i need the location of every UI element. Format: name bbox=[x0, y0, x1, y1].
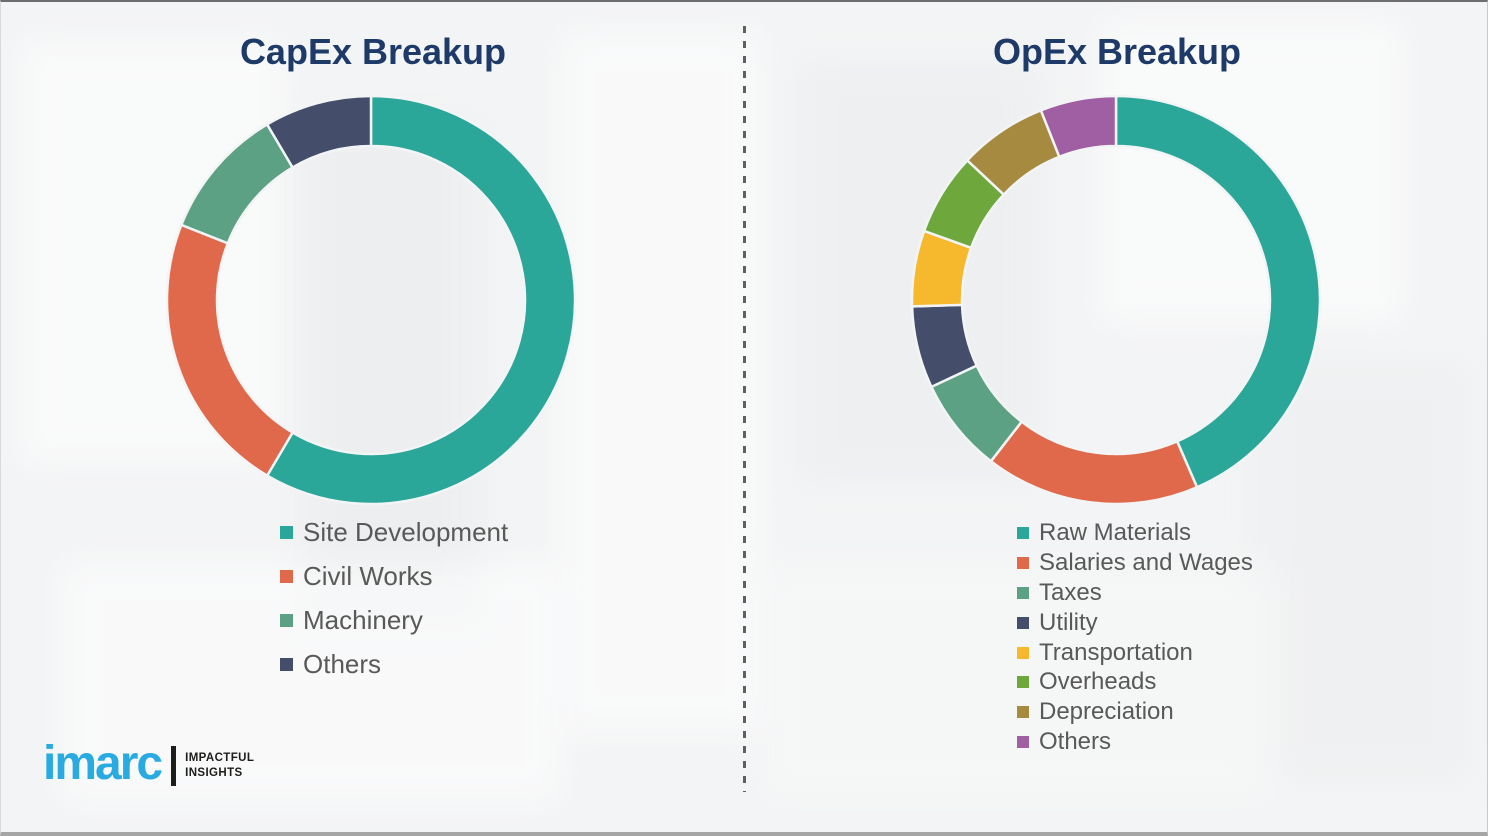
legend-swatch-icon bbox=[1017, 646, 1029, 659]
legend-swatch-icon bbox=[1017, 586, 1029, 599]
capex-legend: Site Development Civil Works Machinery Othe… bbox=[280, 510, 508, 686]
legend-swatch-icon bbox=[280, 657, 293, 671]
legend-item: Transportation bbox=[1017, 638, 1253, 668]
legend-item: Taxes bbox=[1017, 578, 1253, 608]
imarc-logo-tagline: IMPACTFUL INSIGHTS bbox=[185, 751, 254, 781]
legend-item: Depreciation bbox=[1017, 697, 1253, 727]
legend-item: Raw Materials bbox=[1017, 518, 1253, 548]
legend-label: Civil Works bbox=[303, 560, 433, 591]
background-blur-patch bbox=[61, 562, 561, 802]
capex-chart-title: CapEx Breakup bbox=[239, 31, 507, 72]
donut-segment-raw-materials bbox=[1114, 94, 1322, 489]
legend-item: Others bbox=[280, 642, 508, 686]
donut-segment-others bbox=[265, 94, 373, 170]
imarc-logo-separator bbox=[171, 746, 177, 786]
legend-label: Depreciation bbox=[1039, 698, 1174, 726]
legend-item: Utility bbox=[1017, 608, 1253, 638]
legend-item: Overheads bbox=[1017, 667, 1253, 697]
imarc-logo: imarc IMPACTFUL INSIGHTS bbox=[43, 737, 254, 790]
legend-label: Machinery bbox=[303, 604, 423, 635]
legend-label: Raw Materials bbox=[1039, 518, 1192, 546]
imarc-tagline-line1: IMPACTFUL bbox=[185, 752, 255, 765]
background-blur-patch bbox=[301, 122, 481, 622]
background-blur-patch bbox=[1251, 362, 1471, 782]
legend-swatch-icon bbox=[1017, 676, 1029, 689]
legend-label: Site Development bbox=[303, 516, 509, 547]
legend-swatch-icon bbox=[1017, 526, 1029, 539]
donut-segment-machinery bbox=[179, 122, 295, 245]
background-blur-patch bbox=[561, 32, 761, 732]
legend-item: Salaries and Wages bbox=[1017, 548, 1253, 578]
legend-swatch-icon bbox=[280, 613, 293, 627]
legend-item: Others bbox=[1017, 727, 1253, 757]
imarc-logo-wordmark: imarc bbox=[43, 737, 163, 790]
legend-label: Taxes bbox=[1039, 578, 1102, 606]
donut-segment-others bbox=[1039, 94, 1118, 159]
legend-label: Transportation bbox=[1039, 638, 1193, 666]
donut-segment-civil-works bbox=[165, 223, 295, 478]
legend-item: Civil Works bbox=[280, 554, 508, 598]
capex-donut-chart bbox=[165, 94, 577, 506]
legend-swatch-icon bbox=[1017, 706, 1029, 719]
opex-donut-chart bbox=[910, 94, 1322, 506]
legend-label: Others bbox=[1039, 728, 1112, 756]
legend-label: Salaries and Wages bbox=[1039, 548, 1253, 576]
legend-item: Site Development bbox=[280, 510, 508, 554]
legend-swatch-icon bbox=[280, 569, 293, 583]
opex-chart-title: OpEx Breakup bbox=[992, 31, 1242, 72]
donut-segment-salaries-and-wages bbox=[989, 419, 1199, 506]
legend-swatch-icon bbox=[1017, 556, 1029, 569]
dashed-section-divider bbox=[743, 26, 746, 792]
legend-item: Machinery bbox=[280, 598, 508, 642]
imarc-tagline-line2: INSIGHTS bbox=[185, 767, 243, 779]
legend-swatch-icon bbox=[1017, 736, 1029, 749]
opex-legend: Raw Materials Salaries and Wages Taxes Util… bbox=[1017, 518, 1253, 757]
donut-segment-site-development bbox=[265, 94, 577, 506]
legend-label: Overheads bbox=[1039, 668, 1157, 696]
legend-swatch-icon bbox=[1017, 616, 1029, 629]
legend-label: Utility bbox=[1039, 608, 1098, 636]
legend-swatch-icon bbox=[280, 525, 293, 539]
legend-label: Others bbox=[303, 648, 382, 679]
